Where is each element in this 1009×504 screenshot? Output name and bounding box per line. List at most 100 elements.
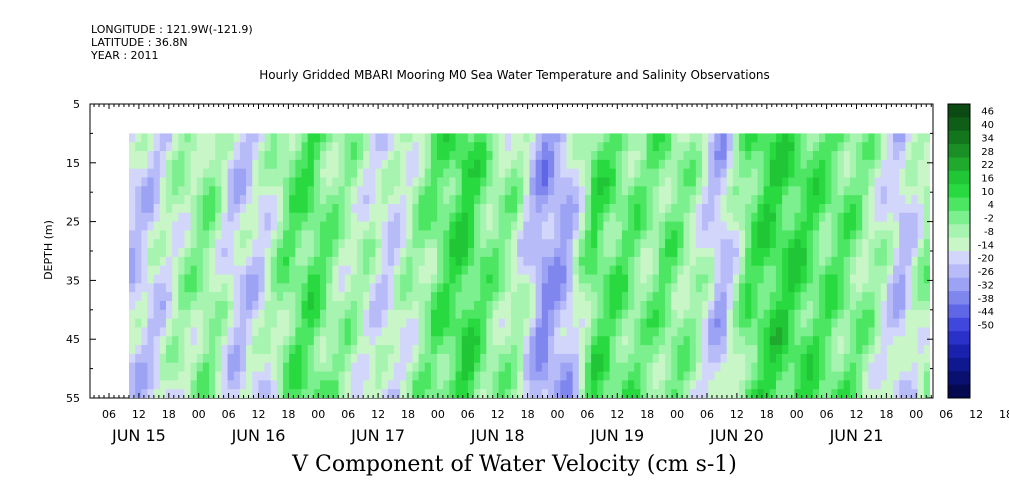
velocity-cell xyxy=(683,327,691,337)
velocity-cell xyxy=(572,345,580,355)
velocity-cell xyxy=(554,203,561,214)
velocity-cell xyxy=(332,371,340,381)
velocity-cell xyxy=(738,168,746,179)
velocity-cell xyxy=(597,168,605,179)
velocity-cell xyxy=(603,203,611,214)
velocity-cell xyxy=(393,283,401,293)
velocity-cell xyxy=(449,371,457,381)
velocity-cell xyxy=(689,336,697,346)
velocity-cell xyxy=(757,159,765,170)
velocity-cell xyxy=(843,203,851,214)
velocity-cell xyxy=(246,133,253,143)
velocity-cell xyxy=(350,195,358,205)
velocity-cell xyxy=(862,309,869,320)
velocity-cell xyxy=(455,168,463,179)
velocity-cell xyxy=(153,177,161,187)
velocity-cell xyxy=(849,256,857,267)
velocity-cell xyxy=(356,265,364,276)
velocity-cell xyxy=(529,362,537,373)
velocity-cell xyxy=(584,274,592,284)
velocity-cell xyxy=(437,336,444,346)
velocity-cell xyxy=(437,362,444,373)
velocity-cell xyxy=(480,221,487,232)
velocity-cell xyxy=(196,248,204,258)
velocity-cell xyxy=(763,221,771,232)
velocity-cell xyxy=(209,309,216,320)
velocity-cell xyxy=(634,256,642,267)
velocity-cell xyxy=(732,300,740,311)
velocity-cell xyxy=(905,265,913,276)
velocity-cell xyxy=(831,318,839,329)
velocity-cell xyxy=(209,389,216,398)
velocity-cell xyxy=(634,380,642,390)
velocity-cell xyxy=(326,371,333,381)
velocity-cell xyxy=(338,159,346,170)
velocity-cell xyxy=(498,371,506,381)
velocity-cell xyxy=(905,195,913,205)
velocity-cell xyxy=(658,133,666,143)
velocity-cell xyxy=(264,239,272,249)
velocity-cell xyxy=(239,327,247,337)
velocity-cell xyxy=(652,327,660,337)
velocity-cell xyxy=(264,380,272,390)
velocity-cell xyxy=(763,380,771,390)
velocity-cell xyxy=(880,239,888,249)
velocity-cell xyxy=(788,274,796,284)
velocity-cell xyxy=(363,168,370,179)
velocity-cell xyxy=(486,283,494,293)
velocity-cell xyxy=(264,300,272,311)
velocity-cell xyxy=(695,380,703,390)
velocity-cell xyxy=(911,274,919,284)
velocity-cell xyxy=(640,300,648,311)
velocity-cell xyxy=(671,142,678,152)
velocity-cell xyxy=(560,151,568,161)
velocity-cell xyxy=(732,203,740,214)
velocity-cell xyxy=(689,151,697,161)
velocity-cell xyxy=(566,265,574,276)
velocity-cell xyxy=(646,248,654,258)
velocity-cell xyxy=(831,380,839,390)
velocity-cell xyxy=(517,159,524,170)
velocity-cell xyxy=(843,142,851,152)
velocity-cell xyxy=(591,230,598,240)
velocity-cell xyxy=(498,186,506,196)
velocity-cell xyxy=(209,195,216,205)
velocity-cell xyxy=(221,274,229,284)
velocity-cell xyxy=(923,230,930,240)
velocity-cell xyxy=(344,380,352,390)
velocity-cell xyxy=(480,283,487,293)
velocity-cell xyxy=(141,353,149,364)
velocity-cell xyxy=(603,159,611,170)
velocity-cell xyxy=(418,195,426,205)
velocity-cell xyxy=(794,230,802,240)
velocity-cell xyxy=(862,318,869,329)
velocity-cell xyxy=(825,362,833,373)
velocity-cell xyxy=(529,195,537,205)
velocity-cell xyxy=(782,195,789,205)
velocity-cell xyxy=(609,371,617,381)
velocity-cell xyxy=(893,265,900,276)
velocity-cell xyxy=(141,327,149,337)
velocity-cell xyxy=(498,327,506,337)
velocity-cell xyxy=(843,300,851,311)
velocity-cell xyxy=(252,336,259,346)
velocity-cell xyxy=(572,274,580,284)
velocity-cell xyxy=(135,274,142,284)
velocity-cell xyxy=(504,230,512,240)
velocity-cell xyxy=(923,195,930,205)
velocity-cell xyxy=(856,327,863,337)
velocity-cell xyxy=(837,133,845,143)
velocity-cell xyxy=(412,168,420,179)
velocity-cell xyxy=(307,274,315,284)
velocity-cell xyxy=(202,336,210,346)
velocity-cell xyxy=(381,362,389,373)
colorbar-label: -44 xyxy=(978,307,994,318)
velocity-cell xyxy=(147,371,155,381)
velocity-cell xyxy=(424,142,432,152)
velocity-cell xyxy=(153,353,161,364)
velocity-cell xyxy=(461,345,469,355)
velocity-cell xyxy=(868,380,876,390)
velocity-cell xyxy=(702,142,709,152)
velocity-cell xyxy=(591,239,598,249)
velocity-cell xyxy=(196,142,204,152)
